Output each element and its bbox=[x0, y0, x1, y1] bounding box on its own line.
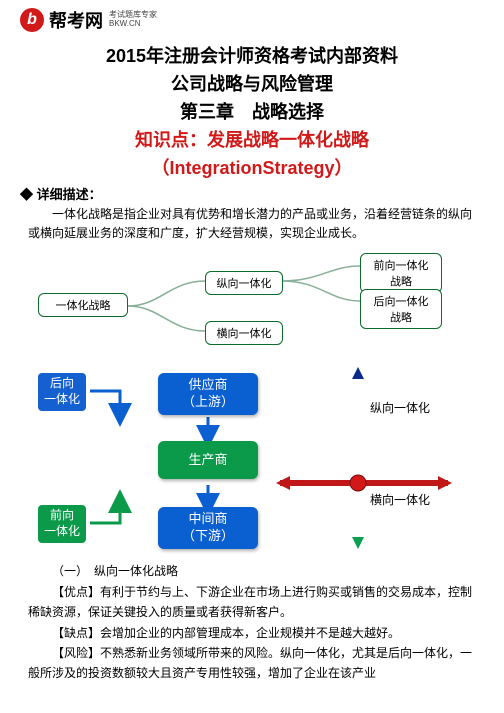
title-2: 公司战略与风险管理 bbox=[0, 70, 504, 96]
logo-icon: b bbox=[20, 8, 44, 32]
site-header: b 帮考网 考试题库专家 BKW.CN bbox=[0, 0, 504, 36]
para-1: （一） 纵向一体化战略 bbox=[28, 561, 476, 581]
box-producer: 生产商 bbox=[158, 441, 258, 479]
tree-node-horizontal: 横向一体化 bbox=[205, 321, 283, 345]
axis-vertical-label: 纵向一体化 bbox=[370, 399, 430, 416]
axis-horizontal-label: 横向一体化 bbox=[370, 491, 430, 508]
box-middle: 中间商 （下游） bbox=[158, 507, 258, 549]
para-3: 【缺点】会增加企业的内部管理成本，企业规模并不是越大越好。 bbox=[28, 623, 476, 643]
para-2: 【优点】有利于节约与上、下游企业在市场上进行购买或销售的交易成本，控制稀缺资源，… bbox=[28, 582, 476, 623]
box-supplier: 供应商 （上游） bbox=[158, 373, 258, 415]
label-forward: 前向 一体化 bbox=[38, 505, 86, 542]
intro-text: 一体化战略是指企业对具有优势和增长潜力的产品或业务，沿着经营链条的纵向或横向延展… bbox=[0, 205, 504, 243]
title-block: 2015年注册会计师资格考试内部资料 公司战略与风险管理 第三章 战略选择 知识… bbox=[0, 42, 504, 180]
title-3: 第三章 战略选择 bbox=[0, 98, 504, 124]
para-4: 【风险】不熟悉新业务领域所带来的风险。纵向一体化，尤其是后向一体化，一般所涉及的… bbox=[28, 643, 476, 684]
tree-leaf-backward: 后向一体化 战略 bbox=[360, 289, 442, 329]
tree-diagram: 一体化战略 纵向一体化 横向一体化 前向一体化 战略 后向一体化 战略 bbox=[20, 251, 484, 361]
detail-label: ◆ 详细描述： bbox=[20, 184, 504, 203]
tree-node-vertical: 纵向一体化 bbox=[205, 271, 283, 295]
tree-root: 一体化战略 bbox=[38, 293, 128, 317]
label-backward: 后向 一体化 bbox=[38, 373, 86, 410]
tree-leaf-forward: 前向一体化 战略 bbox=[360, 253, 442, 293]
knowledge-point-2: （IntegrationStrategy） bbox=[0, 154, 504, 180]
bottom-paragraphs: （一） 纵向一体化战略 【优点】有利于节约与上、下游企业在市场上进行购买或销售的… bbox=[0, 561, 504, 683]
knowledge-point-1: 知识点：发展战略一体化战略 bbox=[0, 126, 504, 152]
brand-name: 帮考网 bbox=[49, 7, 103, 33]
title-1: 2015年注册会计师资格考试内部资料 bbox=[0, 42, 504, 68]
chain-diagram: 后向 一体化 前向 一体化 供应商 （上游） 生产商 中间商 （下游） 纵向一体… bbox=[18, 365, 486, 555]
brand-sub: 考试题库专家 BKW.CN bbox=[109, 11, 157, 29]
brand-sub2: BKW.CN bbox=[109, 20, 157, 29]
